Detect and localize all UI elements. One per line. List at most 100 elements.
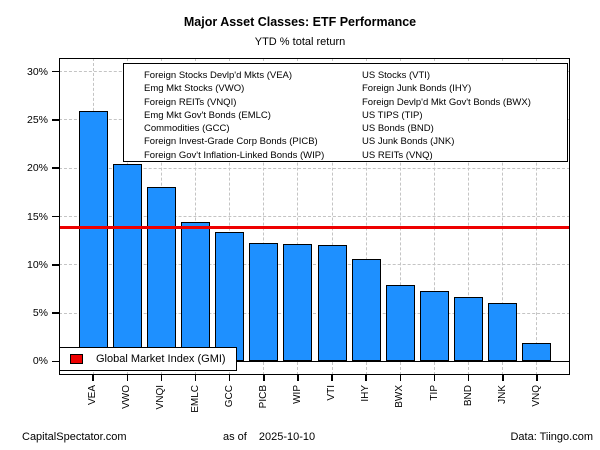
- x-axis-tick: [365, 375, 367, 381]
- x-axis-label-TIP: TIP: [428, 385, 440, 401]
- bar-VNQ: [522, 343, 552, 362]
- legend-item: Emg Mkt Gov't Bonds (EMLC): [144, 109, 271, 121]
- y-axis-label-20: 20%: [26, 162, 48, 175]
- x-axis-label-GCC: GCC: [223, 385, 235, 408]
- h-gridline: [59, 312, 570, 314]
- bar-IHY: [351, 259, 381, 362]
- bar-VNQI: [146, 186, 176, 362]
- y-axis-label-25: 25%: [26, 113, 48, 126]
- v-gridline: [297, 58, 299, 375]
- legend-item: Foreign Stocks Devlp'd Mkts (VEA): [144, 70, 293, 81]
- bar-VEA: [78, 111, 108, 362]
- v-gridline: [399, 58, 401, 375]
- legend-item: US Stocks (VTI): [362, 70, 431, 81]
- y-axis-tick: [52, 360, 59, 363]
- x-axis-tick: [399, 375, 402, 381]
- y-axis-label-5: 5%: [32, 307, 48, 320]
- footer-as-of-prefix: as of: [223, 431, 247, 443]
- x-axis-tick: [160, 375, 163, 381]
- footer-data-source: Data: Tiingo.com: [510, 431, 593, 443]
- x-axis-label-WIP: WIP: [291, 385, 303, 404]
- x-axis-tick: [433, 375, 436, 381]
- y-axis-label-0: 0%: [32, 355, 48, 368]
- v-gridline: [536, 58, 538, 375]
- chart-subtitle: YTD % total return: [254, 36, 346, 48]
- x-axis-tick: [297, 375, 299, 381]
- bar-BND: [454, 296, 484, 362]
- legend-item: Foreign Devlp'd Mkt Gov't Bonds (BWX): [362, 96, 531, 108]
- x-axis-label-VTI: VTI: [326, 385, 338, 401]
- legend-item: Foreign Gov't Inflation-Linked Bonds (WI…: [144, 149, 325, 161]
- gmi-legend-label: Global Market Index (GMI): [96, 353, 226, 365]
- v-gridline: [229, 58, 231, 375]
- x-axis-tick: [331, 375, 333, 381]
- x-axis-tick: [228, 375, 231, 381]
- gmi-red-swatch-icon: [70, 354, 83, 364]
- v-gridline: [365, 58, 367, 375]
- x-axis-tick: [126, 375, 129, 381]
- footer-site: CapitalSpectator.com: [22, 431, 127, 443]
- v-gridline: [331, 58, 333, 375]
- x-axis-tick: [263, 375, 265, 381]
- x-axis-tick: [502, 375, 504, 381]
- x-axis-label-VWO: VWO: [121, 385, 133, 409]
- x-axis-label-BWX: BWX: [394, 385, 406, 408]
- bar-WIP: [283, 243, 313, 362]
- legend-item: US REITs (VNQ): [362, 149, 433, 161]
- legend-item: Commodities (GCC): [144, 123, 230, 135]
- h-gridline: [59, 167, 570, 169]
- h-gridline: [59, 216, 570, 217]
- h-gridline: [59, 264, 570, 266]
- x-axis-label-EMLC: EMLC: [189, 385, 201, 413]
- y-axis-tick: [52, 119, 59, 121]
- bar-TIP: [420, 290, 449, 362]
- legend-item: Foreign Invest-Grade Corp Bonds (PICB): [144, 136, 318, 148]
- x-axis-label-IHY: IHY: [360, 385, 372, 402]
- legend-item: US Junk Bonds (JNK): [362, 136, 455, 148]
- x-axis-label-BND: BND: [462, 385, 474, 407]
- chart-title: Major Asset Classes: ETF Performance: [183, 15, 417, 29]
- footer-date: 2025-10-10: [258, 431, 316, 443]
- legend-item: Emg Mkt Stocks (VWO): [144, 83, 245, 95]
- bar-EMLC: [181, 222, 211, 362]
- y-axis-tick: [52, 167, 59, 169]
- x-axis-tick: [536, 375, 538, 381]
- x-axis-label-VNQI: VNQI: [155, 385, 167, 410]
- legend-column-right: US Stocks (VTI) Foreign Junk Bonds (IHY) F…: [362, 69, 531, 161]
- legend-item: Foreign Junk Bonds (IHY): [362, 83, 472, 95]
- plot-area: [59, 58, 570, 375]
- y-axis-tick: [52, 70, 59, 73]
- gmi-legend-box: Global Market Index (GMI): [59, 347, 237, 371]
- v-gridline: [263, 58, 265, 375]
- y-axis-tick: [52, 264, 59, 266]
- v-gridline: [502, 58, 504, 375]
- x-axis-label-VNQ: VNQ: [530, 385, 542, 407]
- bar-PICB: [249, 242, 279, 362]
- bar-VWO: [112, 164, 142, 362]
- bar-JNK: [488, 302, 518, 362]
- legend-item: US TIPS (TIP): [362, 109, 423, 121]
- v-gridline: [468, 58, 470, 375]
- legend-item: US Bonds (BND): [362, 123, 434, 135]
- y-axis-label-30: 30%: [26, 65, 48, 78]
- gmi-reference-line: [59, 225, 570, 229]
- y-axis-label-10: 10%: [26, 258, 48, 271]
- x-axis-tick: [194, 375, 197, 381]
- v-gridline: [195, 58, 197, 375]
- zero-baseline: [59, 360, 570, 363]
- x-axis-label-JNK: JNK: [496, 385, 508, 404]
- etf-legend-box: Foreign Stocks Devlp'd Mkts (VEA) Emg Mkt…: [123, 63, 568, 162]
- bar-GCC: [215, 231, 245, 362]
- y-axis-tick: [52, 312, 59, 314]
- bar-BWX: [385, 285, 415, 362]
- footer-as-of: as of 2025-10-10: [223, 431, 315, 443]
- footer: CapitalSpectator.com as of 2025-10-10 Dat…: [0, 431, 600, 447]
- x-axis-label-VEA: VEA: [87, 385, 99, 406]
- x-axis-tick: [467, 375, 470, 381]
- legend-column-left: Foreign Stocks Devlp'd Mkts (VEA) Emg Mkt…: [144, 69, 362, 161]
- x-axis-tick: [92, 375, 94, 381]
- legend-item: Foreign REITs (VNQI): [144, 96, 237, 108]
- y-axis-label-15: 15%: [26, 210, 48, 223]
- x-axis-label-PICB: PICB: [257, 385, 269, 409]
